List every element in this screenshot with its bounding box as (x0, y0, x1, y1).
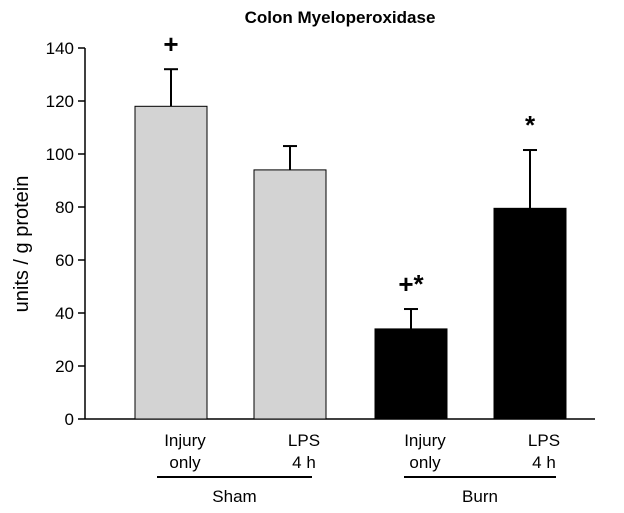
group-labels: Sham Burn (157, 476, 556, 506)
bar-0 (134, 105, 208, 420)
significance-mark-0: + (163, 29, 178, 59)
x-category-label-2-line-1: only (409, 453, 441, 472)
bar-3 (493, 207, 567, 420)
y-axis-label: units / g protein (11, 176, 33, 313)
y-tick-label-1: 20 (55, 357, 74, 376)
x-category-label-0-line-1: only (169, 453, 201, 472)
significance-mark-3: * (525, 110, 536, 140)
x-category-label-3-line-0: LPS (528, 431, 560, 450)
significance-mark-2: +* (398, 269, 424, 299)
x-category-label-1-line-0: LPS (288, 431, 320, 450)
y-tick-label-7: 140 (46, 39, 74, 58)
y-tick-label-6: 120 (46, 92, 74, 111)
y-tick-label-5: 100 (46, 145, 74, 164)
bar-2 (374, 328, 448, 420)
x-category-label-3-line-1: 4 h (532, 453, 556, 472)
y-tick-label-3: 60 (55, 251, 74, 270)
bar-1 (253, 169, 327, 420)
group-label-1: Burn (462, 487, 498, 506)
y-tick-label-2: 40 (55, 304, 74, 323)
group-label-0: Sham (212, 487, 256, 506)
x-axis-category-labels: Injury only LPS 4 h Injury only LPS 4 h (164, 431, 560, 472)
y-axis-ticks: 0 20 40 60 80 100 120 140 (46, 39, 85, 429)
y-tick-label-4: 80 (55, 198, 74, 217)
x-category-label-2-line-0: Injury (404, 431, 446, 450)
bars: + +* * (134, 29, 567, 420)
y-tick-label-0: 0 (65, 410, 74, 429)
x-category-label-0-line-0: Injury (164, 431, 206, 450)
chart-title: Colon Myeloperoxidase (245, 8, 436, 27)
x-category-label-1-line-1: 4 h (292, 453, 316, 472)
